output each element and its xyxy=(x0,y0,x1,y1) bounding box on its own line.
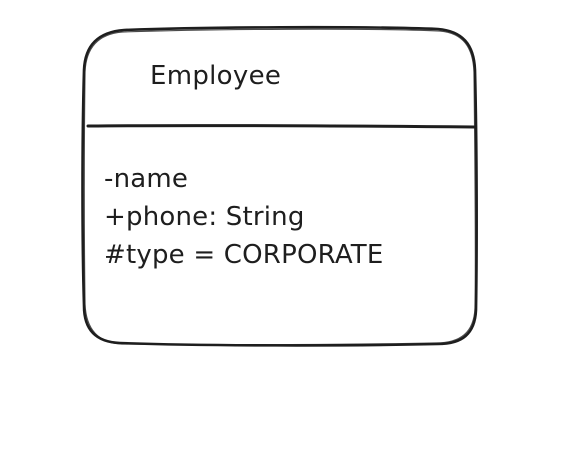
attribute-list: -name +phone: String #type = CORPORATE xyxy=(104,160,384,274)
class-box-outline-sketch xyxy=(83,28,477,346)
attribute-item: -name xyxy=(104,164,189,194)
attribute-item: +phone: String xyxy=(104,202,305,232)
class-box-outline xyxy=(81,25,478,347)
class-name: Employee xyxy=(150,61,282,91)
compartment-divider xyxy=(86,124,476,129)
attribute-item: #type = CORPORATE xyxy=(104,240,384,270)
